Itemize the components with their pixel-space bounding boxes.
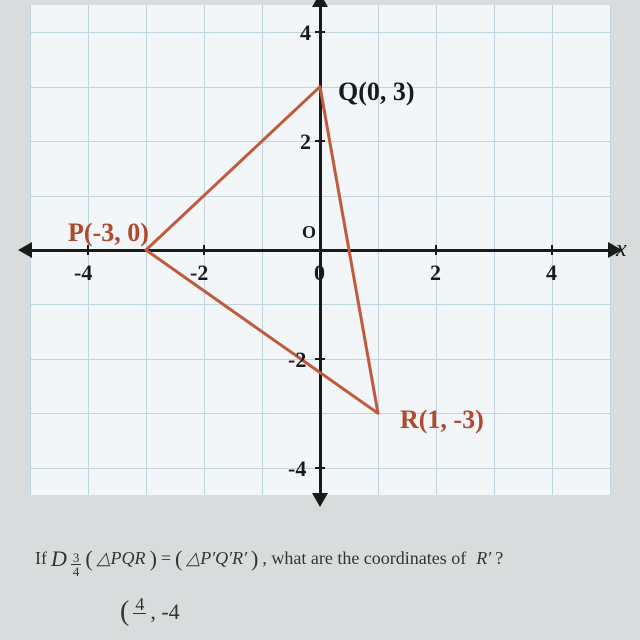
x-tick-label: 2 bbox=[430, 260, 441, 286]
q-frac-num: 3 bbox=[71, 551, 82, 565]
y-tick-label: -2 bbox=[288, 347, 306, 373]
q-rhs-close: ) bbox=[251, 546, 258, 572]
q-lhs-open: ( bbox=[85, 546, 92, 572]
ans-frac-den bbox=[138, 614, 142, 628]
ans-rest: , -4 bbox=[150, 599, 179, 625]
x-tick-label: -4 bbox=[74, 260, 92, 286]
origin-label: O bbox=[302, 222, 316, 243]
arrow-up bbox=[312, 0, 328, 7]
x-axis-label: x bbox=[616, 236, 627, 263]
q-target: R′ bbox=[476, 548, 491, 569]
ans-open: ( bbox=[120, 596, 129, 628]
q-lhs-tri: △PQR bbox=[97, 548, 146, 569]
q-eq: = bbox=[161, 548, 171, 569]
vertex-label: R(1, -3) bbox=[400, 405, 484, 435]
question-text: If D 3 4 ( △PQR ) = ( △P′Q′R′ ) , what a… bbox=[35, 545, 503, 572]
q-rhs-tri: △P′Q′R′ bbox=[186, 548, 247, 569]
q-qmark: ? bbox=[495, 548, 503, 569]
q-rhs-open: ( bbox=[175, 546, 182, 572]
coordinate-grid: -4-2024-4-224O P(-3, 0)Q(0, 3)R(1, -3) x bbox=[30, 5, 610, 495]
x-tick-label: -2 bbox=[190, 260, 208, 286]
arrow-left bbox=[18, 242, 32, 258]
q-frac: 3 4 bbox=[71, 551, 82, 578]
answer-option-partial: ( 4 , -4 bbox=[120, 595, 180, 628]
x-tick-label: 4 bbox=[546, 260, 557, 286]
y-tick-label: 4 bbox=[300, 20, 311, 46]
vertex-label: P(-3, 0) bbox=[68, 218, 149, 248]
x-tick-label: 0 bbox=[314, 260, 325, 286]
y-tick-label: -4 bbox=[288, 456, 306, 482]
q-prefix: If bbox=[35, 548, 47, 569]
ans-frac: 4 bbox=[133, 595, 146, 628]
y-tick-label: 2 bbox=[300, 129, 311, 155]
q-suffix: , what are the coordinates of bbox=[262, 548, 466, 569]
ans-frac-num: 4 bbox=[133, 595, 146, 614]
q-frac-den: 4 bbox=[71, 565, 82, 578]
q-lhs-close: ) bbox=[150, 546, 157, 572]
arrow-down bbox=[312, 493, 328, 507]
q-D: D bbox=[51, 546, 67, 572]
vertex-label: Q(0, 3) bbox=[338, 77, 415, 107]
